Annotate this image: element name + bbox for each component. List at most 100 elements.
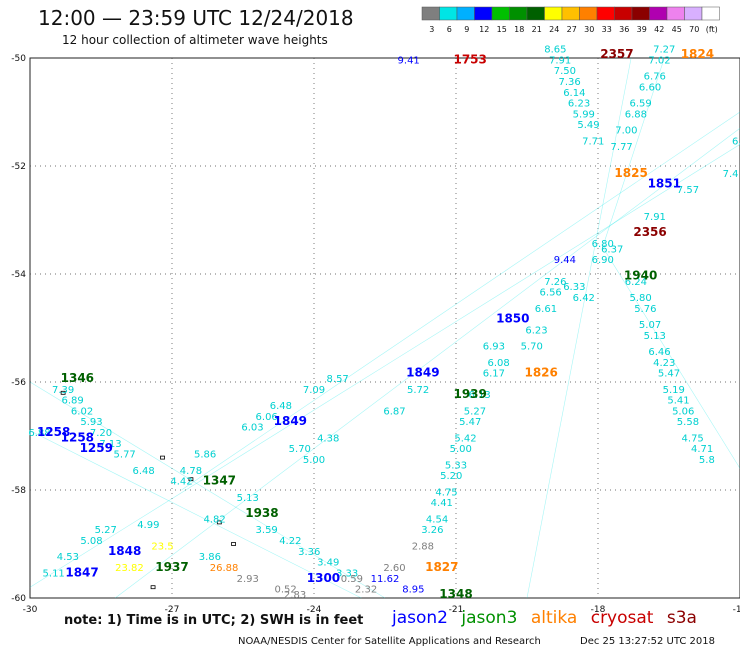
pass-time-label: 1850: [496, 312, 529, 326]
wave-height-value: 7.20: [90, 428, 112, 439]
pass-time-label: 1826: [524, 366, 557, 380]
wave-height-value: 5.11: [43, 568, 65, 579]
track-line: [602, 57, 740, 469]
wave-height-value: 4.38: [317, 433, 339, 444]
island-outline: [60, 390, 66, 395]
wave-height-value: 5.06: [672, 406, 694, 417]
wave-height-value: 5.20: [440, 471, 462, 482]
island-outline: [216, 520, 222, 525]
wave-height-value: 7.91: [549, 55, 571, 66]
wave-height-value: 5.49: [577, 120, 599, 131]
wave-height-value: 23.5: [151, 541, 173, 552]
page-subtitle: 12 hour collection of altimeter wave hei…: [62, 33, 328, 47]
wave-height-value: 6.60: [639, 82, 661, 93]
page-title: 12:00 — 23:59 UTC 12/24/2018: [38, 6, 354, 30]
pass-time-label: 1753: [453, 52, 486, 66]
scale-label: 12: [479, 25, 489, 34]
lon-tick-label: -24: [307, 605, 322, 615]
scale-label: 27: [567, 25, 577, 34]
pass-time-label: 2356: [633, 225, 666, 239]
wave-height-value: 4.71: [691, 444, 713, 455]
wave-height-value: 6.61: [535, 304, 557, 315]
wave-height-value: 6.48: [270, 401, 292, 412]
lon-tick-label: -18: [591, 605, 606, 615]
wave-height-value: 6.90: [592, 255, 614, 266]
wave-height-value: 7.13: [99, 439, 121, 450]
wave-height-value: 6.17: [483, 369, 505, 380]
wave-height-value: 6.87: [383, 406, 405, 417]
wave-height-value: 7.57: [677, 185, 699, 196]
wave-height-value: 5.27: [95, 525, 117, 536]
wave-height-value: 5.77: [114, 450, 136, 461]
lat-tick-label: -58: [11, 486, 26, 496]
wave-height-value: 9.44: [554, 255, 576, 266]
wave-height-value: 7.39: [52, 385, 74, 396]
wave-height-value: 5.58: [677, 417, 699, 428]
wave-height-value: 3.33: [336, 568, 358, 579]
wave-height-value: 5.93: [80, 417, 102, 428]
wave-height-value: 6.23: [525, 325, 547, 336]
wave-height-value: 6.42: [573, 293, 595, 304]
wave-height-value: 5.70: [289, 444, 311, 455]
satellite-legend: jason2 jason3 altika cryosat s3a: [392, 608, 705, 628]
wave-height-value: 7.77: [611, 142, 633, 153]
wave-height-value: 4.41: [431, 498, 453, 509]
wave-height-value: 4.53: [57, 552, 79, 563]
wave-height-value: 5.8: [699, 455, 715, 466]
wave-height-value: 4.54: [426, 514, 448, 525]
wave-height-value: 6.89: [61, 396, 83, 407]
pass-time-label: 1940: [624, 268, 657, 282]
scale-label: 70: [689, 25, 699, 34]
pass-time-label: 1848: [108, 544, 141, 558]
wave-height-value: 5.13: [644, 331, 666, 342]
pass-time-label: 1939: [453, 387, 486, 401]
pass-time-label: 1849: [274, 414, 307, 428]
wave-height-value: 6.56: [540, 288, 562, 299]
wave-height-value: 5.27: [464, 406, 486, 417]
pass-time-label: 1825: [614, 166, 647, 180]
credit-text: NOAA/NESDIS Center for Satellite Applica…: [238, 636, 541, 647]
map-frame: [29, 57, 740, 599]
wave-height-value: 6.33: [563, 282, 585, 293]
color-scale: 3 6 9 12 15 18 21 24 27 30 33 36 39 42 45 70 (ft): [421, 6, 720, 34]
wave-height-value: 5.72: [407, 385, 429, 396]
lon-tick-label: -30: [23, 605, 38, 615]
wave-height-value: 5.76: [634, 304, 656, 315]
island-outline: [150, 585, 156, 590]
pass-time-label: 1348: [439, 587, 472, 601]
wave-height-value: 6.14: [563, 88, 585, 99]
legend-altika: altika: [530, 608, 578, 628]
wave-height-value: 6.06: [256, 412, 278, 423]
wave-height-value: 0.59: [341, 574, 363, 585]
scale-label: (ft): [706, 25, 718, 34]
wave-height-value: 5.07: [639, 320, 661, 331]
wave-height-value: 2.32: [355, 585, 377, 596]
track-line: [29, 430, 362, 599]
wave-height-value: 4.78: [180, 466, 202, 477]
wave-height-value: 7.50: [554, 66, 576, 77]
wave-height-value: 6.02: [71, 406, 93, 417]
track-line: [115, 127, 740, 599]
pass-time-label: 1347: [203, 474, 236, 488]
wave-height-value: 8.57: [327, 374, 349, 385]
wave-height-value: 7.27: [653, 45, 675, 56]
wave-height-value: 3.49: [317, 558, 339, 569]
wave-height-value: 7.36: [558, 77, 580, 88]
scale-label: 45: [672, 25, 682, 34]
wave-height-value: 6.46: [648, 347, 670, 358]
wave-height-value: 5.33: [445, 460, 467, 471]
legend-s3a: s3a: [666, 608, 697, 628]
wave-height-value: 5.00: [303, 455, 325, 466]
wave-height-value: 7.02: [648, 55, 670, 66]
wave-height-value: 3.86: [199, 552, 221, 563]
wave-height-value: 7.09: [303, 385, 325, 396]
wave-height-value: 6.13: [469, 390, 491, 401]
wave-height-value: 9.41: [398, 55, 420, 66]
legend-cryosat: cryosat: [590, 608, 654, 628]
wave-height-value: 4.75: [682, 433, 704, 444]
wave-height-value: 8.95: [402, 585, 424, 596]
wave-height-value: 6.37: [601, 244, 623, 255]
wave-height-value: 5.19: [663, 385, 685, 396]
wave-height-value: 2.93: [237, 574, 259, 585]
